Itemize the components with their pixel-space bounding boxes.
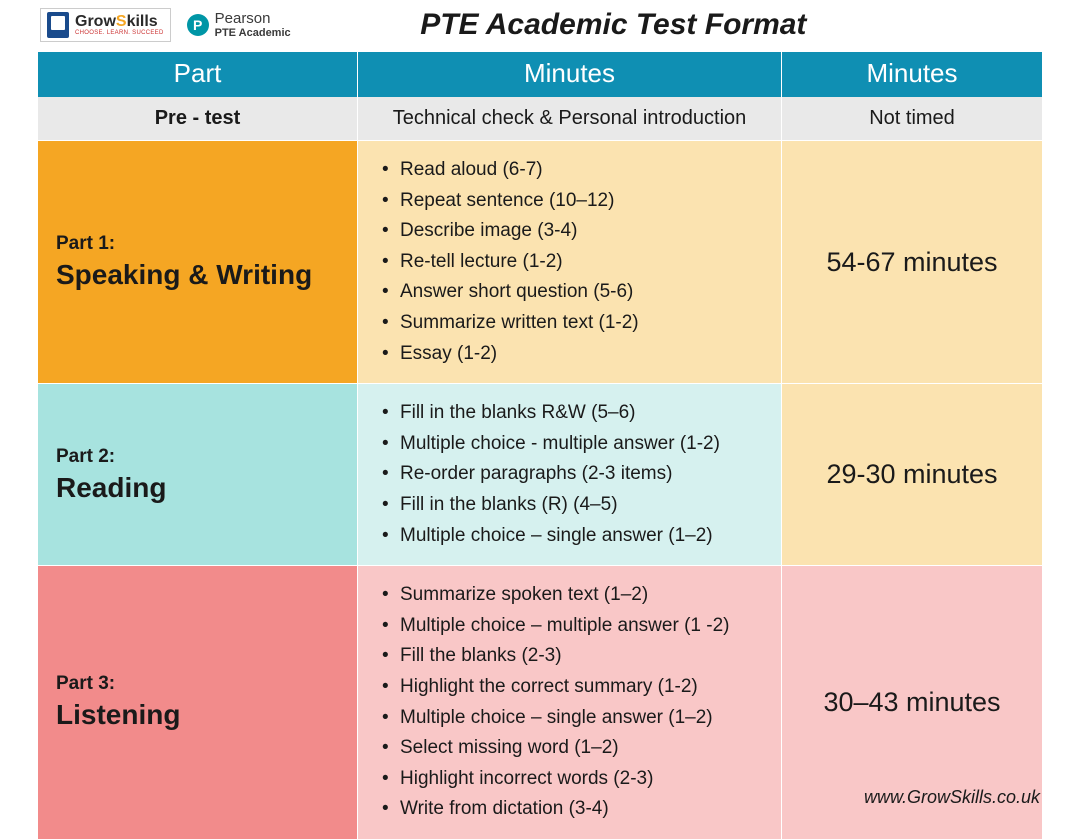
task-item: Re-tell lecture (1-2): [382, 247, 771, 278]
format-table: Part Minutes Minutes Pre - test Technica…: [38, 52, 1042, 839]
task-item: Highlight incorrect words (2-3): [382, 764, 771, 795]
task-item: Fill in the blanks R&W (5–6): [382, 398, 771, 429]
pearson-logo: P Pearson PTE Academic: [187, 11, 291, 40]
task-item: Multiple choice – single answer (1–2): [382, 521, 771, 552]
tasks-cell: Fill in the blanks R&W (5–6)Multiple cho…: [358, 383, 782, 565]
time-cell: 54-67 minutes: [782, 140, 1042, 383]
task-item: Multiple choice – single answer (1–2): [382, 703, 771, 734]
table-header-row: Part Minutes Minutes: [38, 52, 1042, 97]
col-header-part: Part: [38, 52, 358, 97]
task-item: Write from dictation (3-4): [382, 794, 771, 825]
growskills-logo-text: GrowSkills CHOOSE. LEARN. SUCCEED: [75, 14, 164, 36]
page-title: PTE Academic Test Format: [307, 8, 1040, 42]
task-item: Fill the blanks (2-3): [382, 641, 771, 672]
growskills-icon: [47, 12, 69, 38]
task-item: Highlight the correct summary (1-2): [382, 672, 771, 703]
col-header-minutes-1: Minutes: [358, 52, 782, 97]
time-cell: 29-30 minutes: [782, 383, 1042, 565]
growskills-logo: GrowSkills CHOOSE. LEARN. SUCCEED: [40, 8, 171, 42]
pearson-icon: P: [187, 14, 209, 36]
task-item: Summarize spoken text (1–2): [382, 580, 771, 611]
task-item: Summarize written text (1-2): [382, 308, 771, 339]
pretest-desc: Technical check & Personal introduction: [358, 97, 782, 140]
part-cell: Part 1: Speaking & Writing: [38, 140, 358, 383]
task-item: Answer short question (5-6): [382, 277, 771, 308]
task-item: Multiple choice - multiple answer (1-2): [382, 429, 771, 460]
pretest-time: Not timed: [782, 97, 1042, 140]
task-item: Multiple choice – multiple answer (1 -2): [382, 611, 771, 642]
part-label: Part 3:: [56, 673, 339, 695]
pearson-main: Pearson: [215, 11, 291, 28]
footer-url: www.GrowSkills.co.uk: [864, 787, 1040, 808]
task-item: Fill in the blanks (R) (4–5): [382, 490, 771, 521]
header-bar: GrowSkills CHOOSE. LEARN. SUCCEED P Pear…: [0, 0, 1080, 46]
tasks-cell: Read aloud (6-7)Repeat sentence (10–12)D…: [358, 140, 782, 383]
task-item: Repeat sentence (10–12): [382, 186, 771, 217]
part-name: Listening: [56, 699, 339, 731]
part-cell: Part 3: Listening: [38, 565, 358, 839]
part-name: Reading: [56, 472, 339, 504]
part-label: Part 2:: [56, 446, 339, 468]
table-row: Part 1: Speaking & Writing Read aloud (6-7…: [38, 140, 1042, 383]
pretest-row: Pre - test Technical check & Personal in…: [38, 97, 1042, 140]
task-item: Read aloud (6-7): [382, 155, 771, 186]
col-header-minutes-2: Minutes: [782, 52, 1042, 97]
task-item: Re-order paragraphs (2-3 items): [382, 459, 771, 490]
task-item: Describe image (3-4): [382, 216, 771, 247]
part-name: Speaking & Writing: [56, 259, 339, 291]
tasks-cell: Summarize spoken text (1–2)Multiple choi…: [358, 565, 782, 839]
table-row: Part 2: Reading Fill in the blanks R&W (5–…: [38, 383, 1042, 565]
task-item: Select missing word (1–2): [382, 733, 771, 764]
part-cell: Part 2: Reading: [38, 383, 358, 565]
task-item: Essay (1-2): [382, 339, 771, 370]
part-label: Part 1:: [56, 233, 339, 255]
pretest-label: Pre - test: [38, 97, 358, 140]
pearson-sub: PTE Academic: [215, 27, 291, 39]
